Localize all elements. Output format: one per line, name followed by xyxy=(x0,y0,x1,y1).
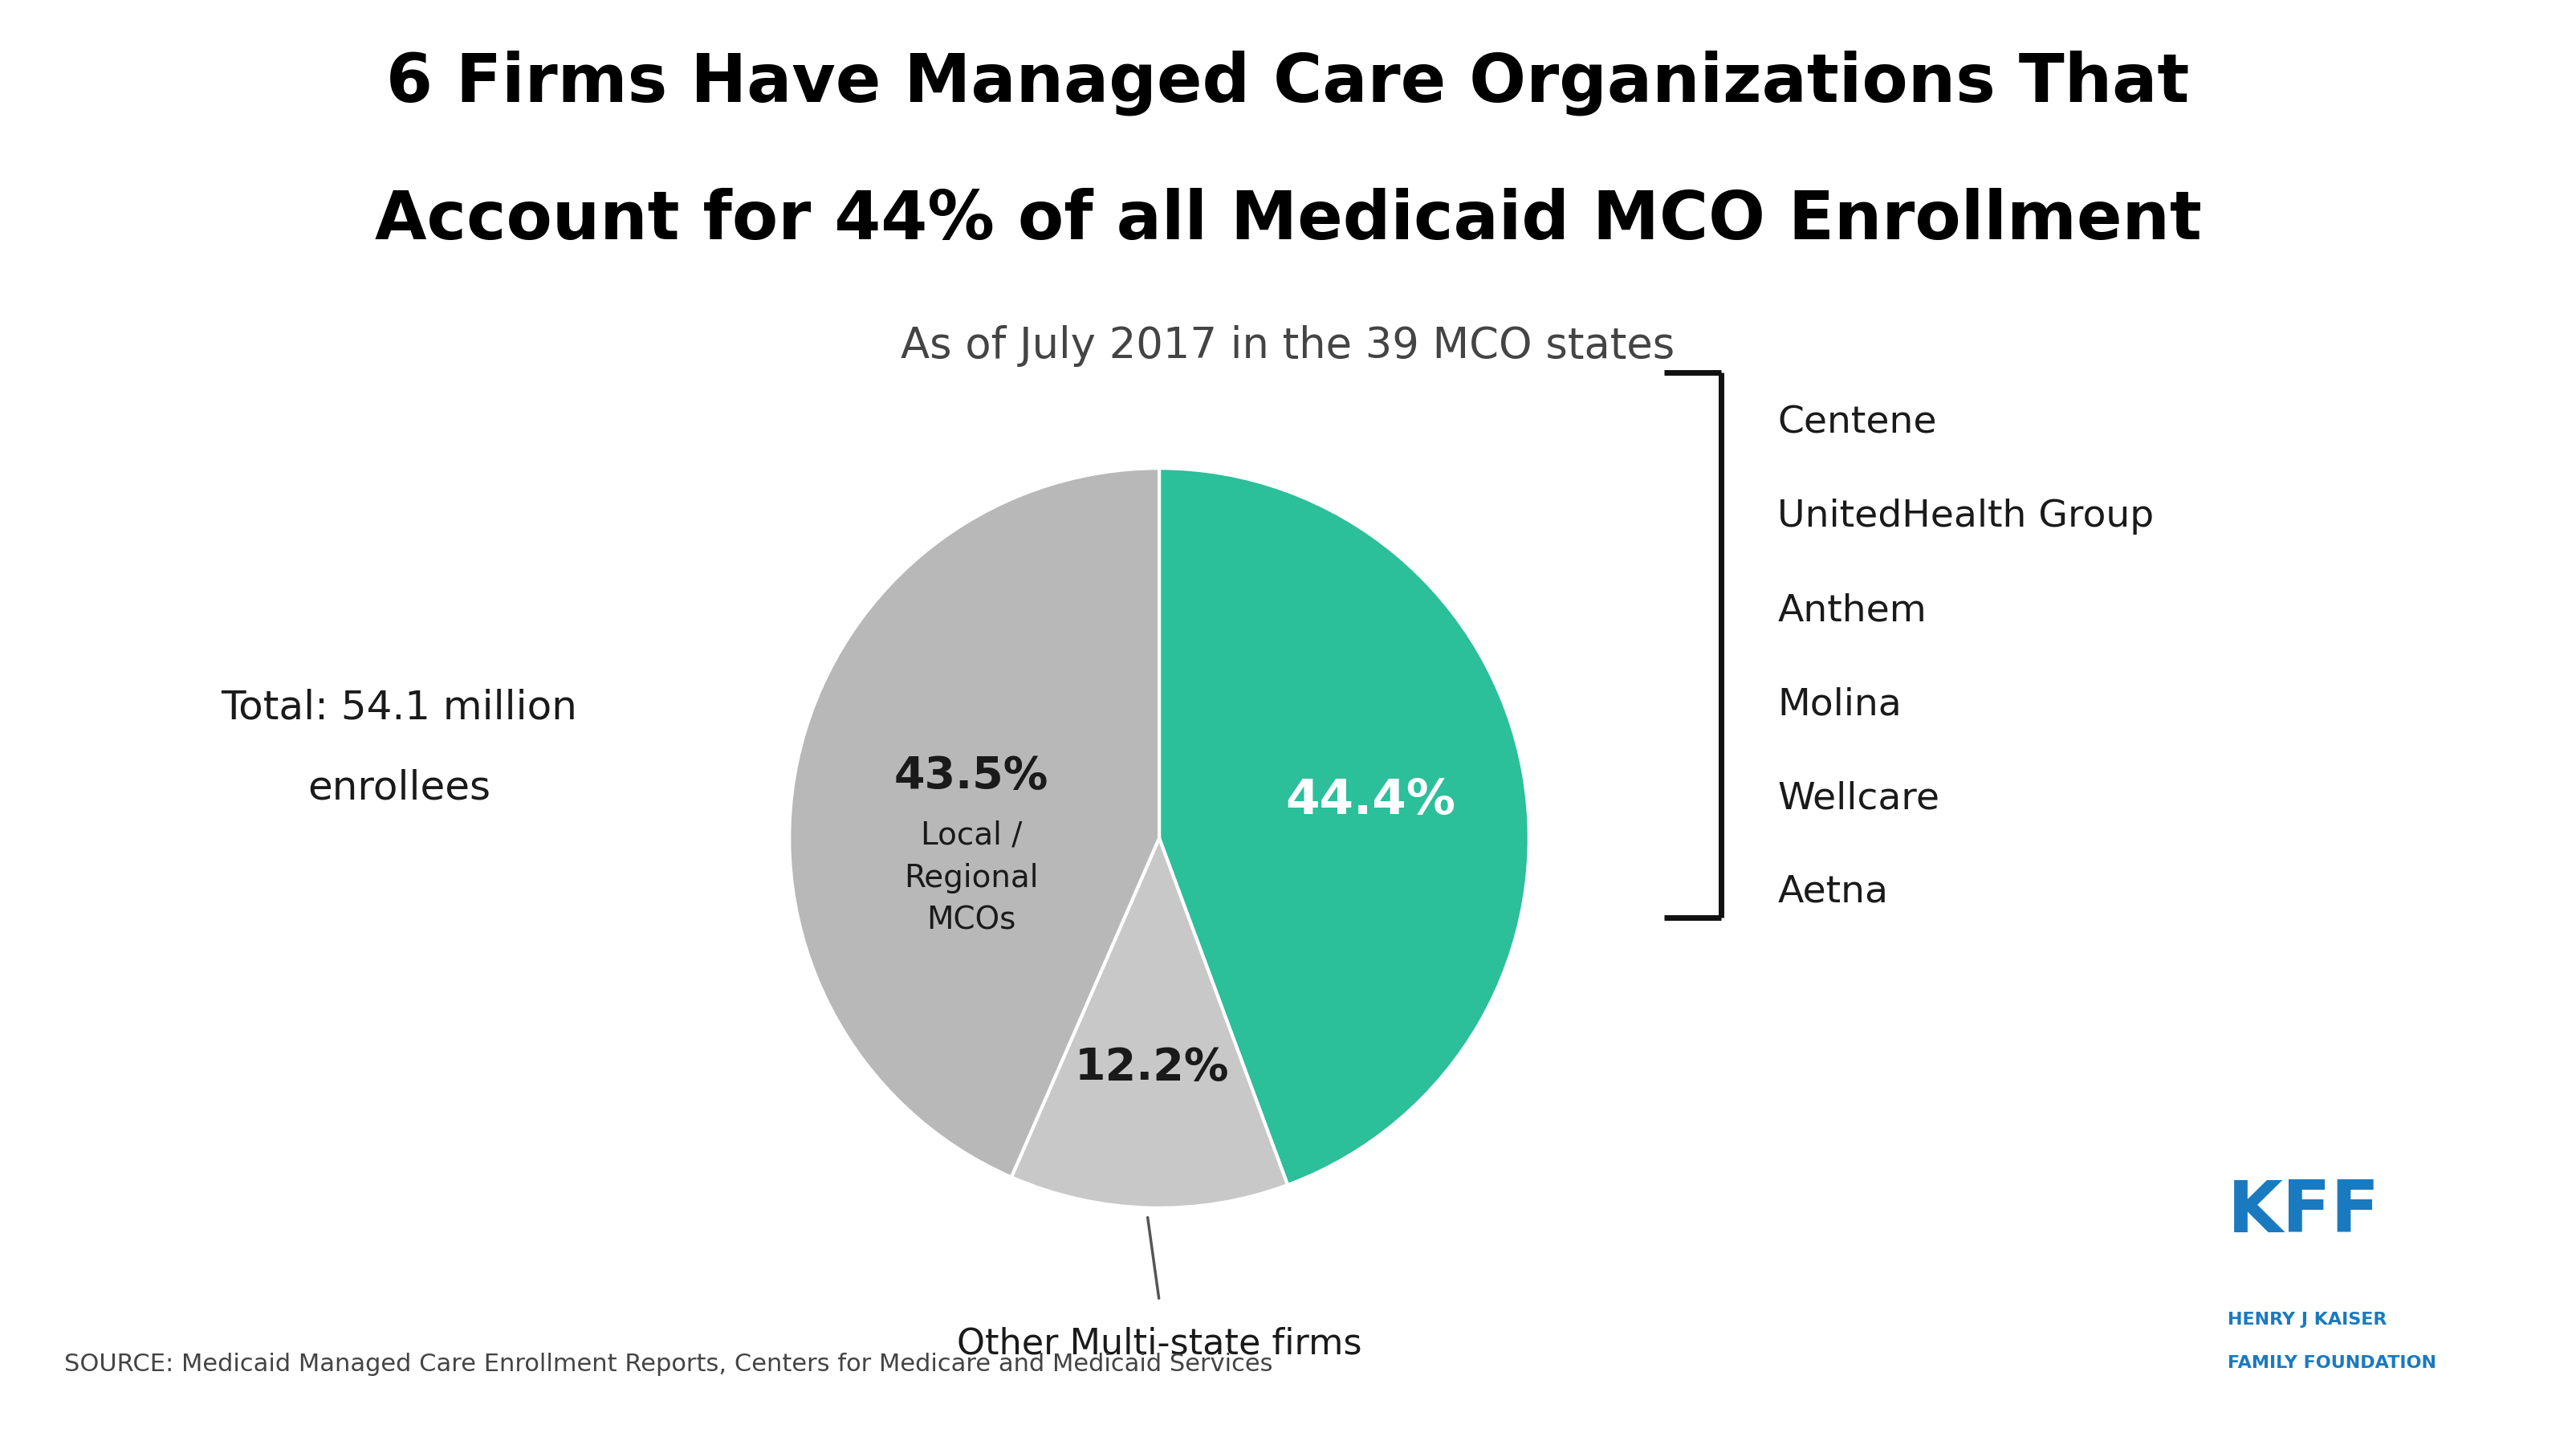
Text: Local /
Regional
MCOs: Local / Regional MCOs xyxy=(904,821,1038,936)
Text: As of July 2017 in the 39 MCO states: As of July 2017 in the 39 MCO states xyxy=(902,325,1674,367)
Wedge shape xyxy=(1012,838,1288,1208)
Text: SOURCE: Medicaid Managed Care Enrollment Reports, Centers for Medicare and Medic: SOURCE: Medicaid Managed Care Enrollment… xyxy=(64,1353,1273,1376)
Text: HENRY J KAISER: HENRY J KAISER xyxy=(2228,1312,2385,1328)
Text: enrollees: enrollees xyxy=(307,769,492,806)
Text: Centene: Centene xyxy=(1777,405,1937,441)
Wedge shape xyxy=(788,468,1159,1178)
Text: Other Multi-state firms: Other Multi-state firms xyxy=(956,1327,1363,1361)
Text: FAMILY FOUNDATION: FAMILY FOUNDATION xyxy=(2228,1355,2437,1371)
Text: 12.2%: 12.2% xyxy=(1074,1046,1229,1090)
Text: Account for 44% of all Medicaid MCO Enrollment: Account for 44% of all Medicaid MCO Enro… xyxy=(374,188,2202,253)
Text: Anthem: Anthem xyxy=(1777,592,1927,629)
Text: KFF: KFF xyxy=(2228,1178,2380,1247)
Text: 43.5%: 43.5% xyxy=(894,754,1048,798)
Text: Molina: Molina xyxy=(1777,686,1901,722)
Text: Aetna: Aetna xyxy=(1777,874,1888,910)
Text: Wellcare: Wellcare xyxy=(1777,780,1940,816)
Text: UnitedHealth Group: UnitedHealth Group xyxy=(1777,499,2154,535)
Text: Total: 54.1 million: Total: 54.1 million xyxy=(222,689,577,727)
Text: 6 Firms Have Managed Care Organizations That: 6 Firms Have Managed Care Organizations … xyxy=(386,51,2190,116)
Text: 44.4%: 44.4% xyxy=(1285,777,1455,824)
Wedge shape xyxy=(1159,468,1530,1185)
